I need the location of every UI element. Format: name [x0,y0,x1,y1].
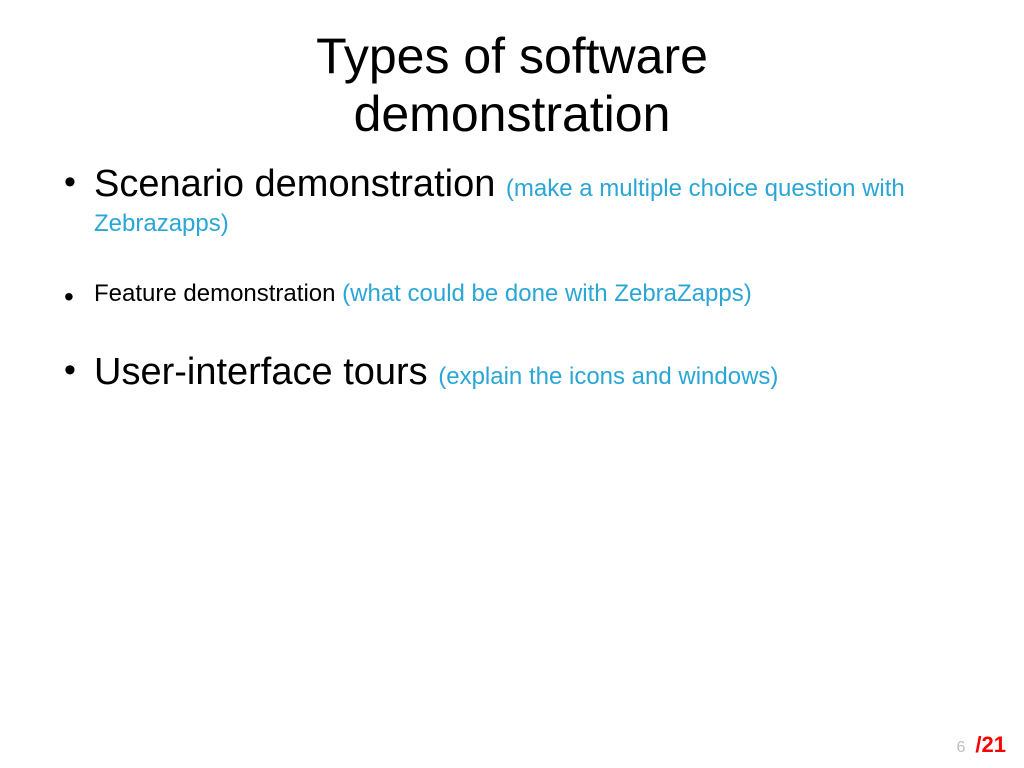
slide: Types of software demonstration Scenario… [0,0,1024,768]
slide-footer: 6/21 [957,732,1007,758]
bullet-main-text: User-interface tours [94,351,438,393]
bullet-main-text: Feature demonstration [94,280,342,307]
title-line-1: Types of software [316,28,708,84]
bullet-list: Scenario demonstration (make a multiple … [58,161,966,396]
bullet-note-text: (explain the icons and windows) [438,363,778,390]
slide-title: Types of software demonstration [0,0,1024,143]
bullet-note-text: (what could be done with ZebraZapps) [342,280,752,307]
page-number-current: 6 [957,739,966,756]
slide-content: Scenario demonstration (make a multiple … [0,143,1024,396]
bullet-item: Feature demonstration (what could be don… [58,279,966,309]
title-line-2: demonstration [354,86,671,142]
bullet-item: User-interface tours (explain the icons … [58,349,966,397]
page-number-total: /21 [975,732,1006,757]
bullet-item: Scenario demonstration (make a multiple … [58,161,966,239]
bullet-main-text: Scenario demonstration [94,163,506,205]
